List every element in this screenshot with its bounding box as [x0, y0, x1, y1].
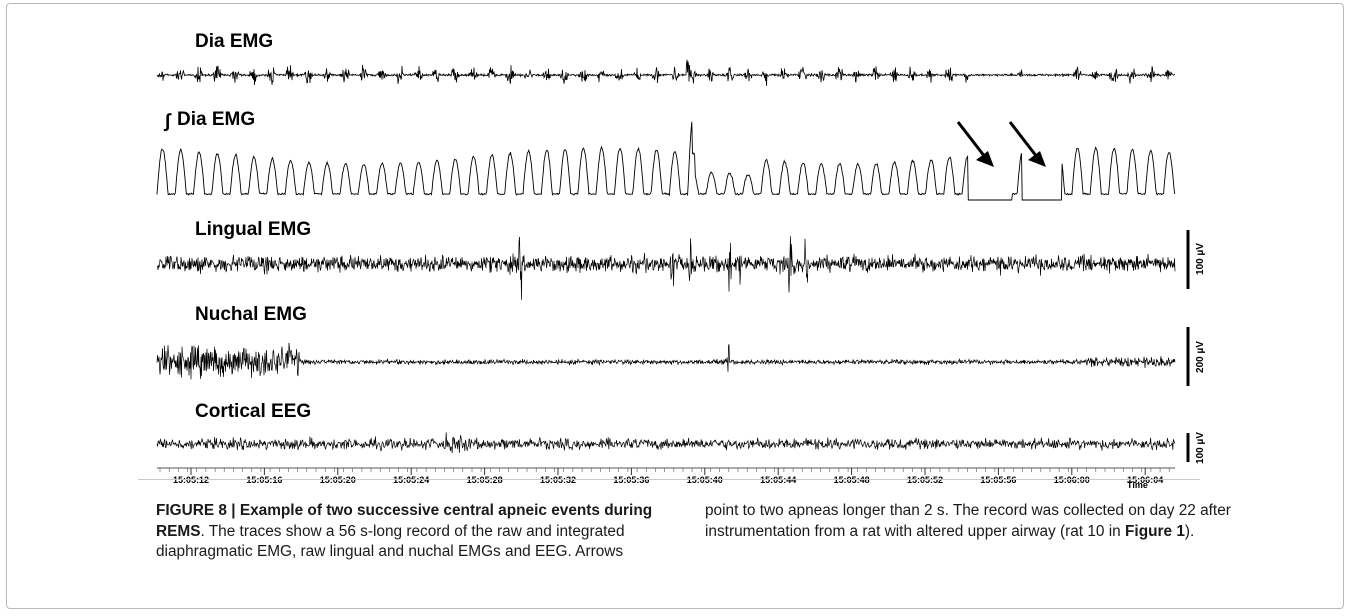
caption-text-right: point to two apneas longer than 2 s. The… [705, 502, 1231, 540]
time-tick-label: 15:06:04 [1127, 475, 1163, 485]
time-tick-label: 15:05:20 [320, 475, 356, 485]
trace-lingual-emg [156, 236, 1176, 300]
time-tick-label: 15:05:56 [980, 475, 1016, 485]
scale-bar-lingual: 100 µV [1186, 230, 1206, 289]
trace-dia-emg [156, 59, 1175, 86]
trace-label-dia: Dia EMG [195, 31, 273, 52]
scale-label-eeg: 100 µV [1195, 432, 1206, 464]
trace-label-int: Dia EMG [177, 109, 255, 130]
trace-cortical-eeg [156, 432, 1175, 454]
time-tick-label: 15:05:40 [687, 475, 723, 485]
time-tick-label: 15:05:52 [907, 475, 943, 485]
time-tick-label: 15:05:24 [393, 475, 429, 485]
integral-symbol: ∫ [163, 111, 172, 132]
scale-bar-eeg: 100 µV [1186, 432, 1206, 464]
time-tick-label: 15:05:28 [467, 475, 503, 485]
trace-integrated-dia-emg [156, 121, 1176, 201]
time-tick-label: 15:05:36 [613, 475, 649, 485]
figure-reference-link[interactable]: Figure 1 [1125, 522, 1185, 540]
time-tick-label: 15:05:44 [760, 475, 796, 485]
caption-text-left: . The traces show a 56 s-long record of … [156, 522, 625, 561]
caption-divider [138, 479, 1200, 480]
figure-panel [6, 3, 1344, 609]
apnea-arrow-2 [1008, 121, 1046, 167]
scale-bar-nuchal: 200 µV [1186, 327, 1206, 386]
time-tick-label: 15:05:16 [246, 475, 282, 485]
scale-label-nuchal: 200 µV [1195, 341, 1206, 373]
trace-label-lingual: Lingual EMG [195, 219, 311, 240]
scale-label-lingual: 100 µV [1195, 243, 1206, 275]
trace-label-nuchal: Nuchal EMG [195, 304, 307, 325]
time-tick-label: 15:05:48 [834, 475, 870, 485]
figure-caption-title: FIGURE 8 | Example of two successive cen… [156, 502, 653, 540]
time-axis-label: Time [1127, 480, 1148, 490]
time-axis [157, 467, 1175, 475]
caption-text-right-end: ). [1184, 522, 1195, 540]
time-tick-label: 15:06:00 [1054, 475, 1090, 485]
apnea-arrow-1 [956, 121, 994, 167]
time-tick-label: 15:05:12 [173, 475, 209, 485]
caption-left-column: FIGURE 8 | Example of two successive cen… [156, 501, 704, 563]
trace-nuchal-emg [156, 342, 1176, 380]
time-tick-label: 15:05:32 [540, 475, 576, 485]
trace-label-eeg: Cortical EEG [195, 401, 311, 422]
caption-right-column: point to two apneas longer than 2 s. The… [705, 501, 1265, 542]
